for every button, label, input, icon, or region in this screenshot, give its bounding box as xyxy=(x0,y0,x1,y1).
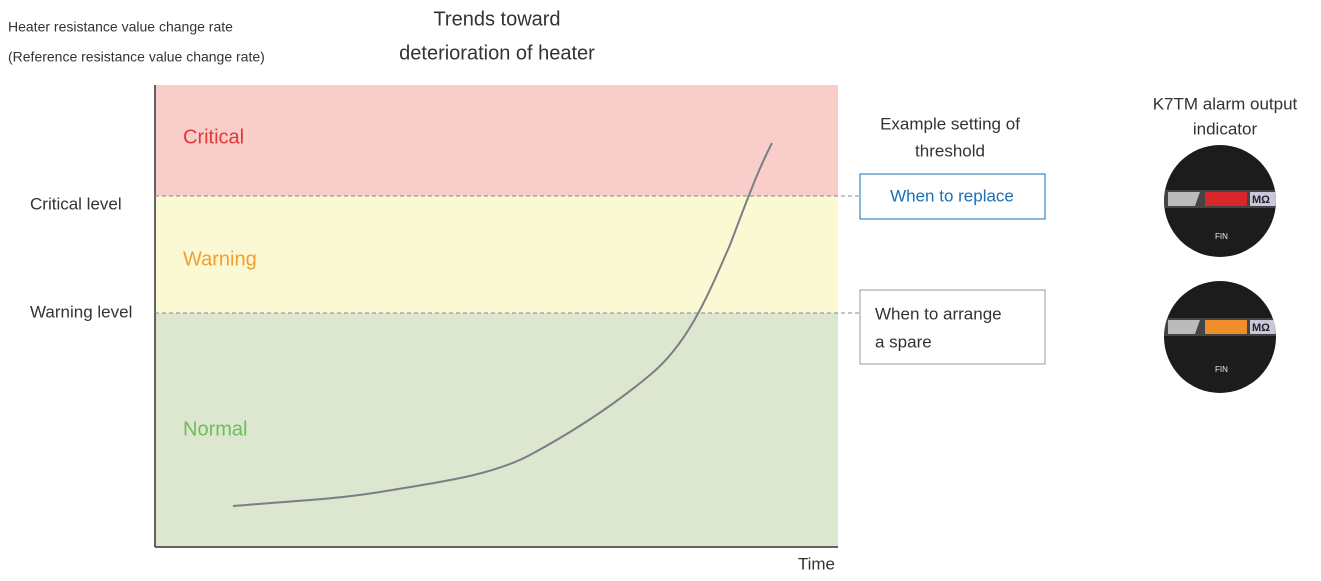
unit: MΩ xyxy=(1252,322,1270,334)
indicator-warning: MΩ FIN xyxy=(1160,276,1280,396)
zone-label: Warning xyxy=(183,248,257,270)
threshold-label: When to arrange xyxy=(875,304,1002,323)
threshold-label: When to replace xyxy=(890,186,1014,205)
threshold-title: threshold xyxy=(915,141,985,160)
threshold-label: a spare xyxy=(875,332,932,351)
title: Trends toward xyxy=(433,8,560,30)
normal-zone xyxy=(155,313,838,547)
level-label: Critical level xyxy=(30,194,122,213)
indicator-title: K7TM alarm output xyxy=(1153,94,1298,113)
indicator-critical: MΩ FIN xyxy=(1160,140,1280,260)
y-axis-label: (Reference resistance value change rate) xyxy=(8,49,265,65)
title: deterioration of heater xyxy=(399,42,595,64)
diagram: Heater resistance value change rate (Ref… xyxy=(0,0,1321,576)
indicator-title: indicator xyxy=(1193,119,1258,138)
zone-label: Normal xyxy=(183,418,247,440)
x-axis-label: Time xyxy=(798,554,835,573)
y-axis-label: Heater resistance value change rate xyxy=(8,19,233,35)
warning-zone xyxy=(155,196,838,313)
badge: FIN xyxy=(1215,365,1228,374)
level-label: Warning level xyxy=(30,302,132,321)
threshold-title: Example setting of xyxy=(880,114,1020,133)
threshold-box xyxy=(860,290,1045,364)
badge: FIN xyxy=(1215,232,1228,241)
critical-zone xyxy=(155,85,838,196)
zone-label: Critical xyxy=(183,126,244,148)
unit: MΩ xyxy=(1252,194,1270,206)
